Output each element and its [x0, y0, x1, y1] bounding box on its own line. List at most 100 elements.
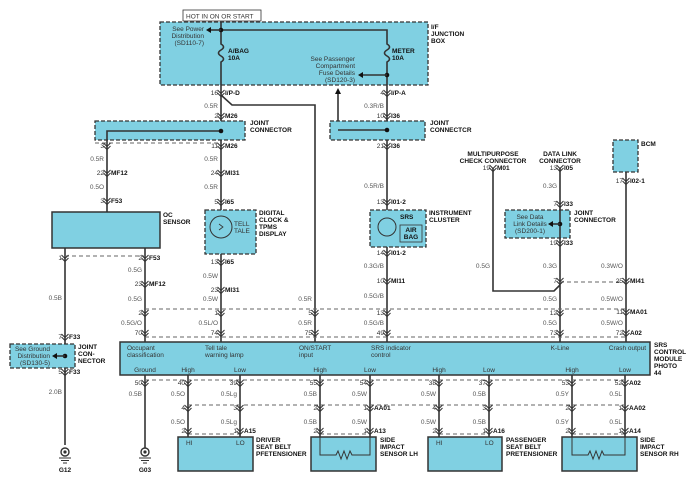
connector-pin-icon: [316, 404, 324, 413]
connector-pin-icon: [485, 379, 493, 388]
wire-color-label: 0.5R/B: [364, 183, 384, 190]
wire-color-label: 0.5R: [298, 296, 312, 303]
see-power-link[interactable]: See Power: [172, 26, 205, 33]
wire-color-label: 0.3G: [543, 183, 557, 190]
connector-pin-icon: [622, 177, 630, 186]
clock-title: DIGITAL: [259, 210, 285, 217]
mpc-title: MULTIPURPOSE: [467, 151, 519, 158]
module-pin-label: ON/START: [299, 345, 331, 352]
connector-id: A02: [630, 330, 642, 337]
connector-id: AA01: [374, 405, 391, 412]
pin-number: 1: [233, 428, 237, 435]
dlc-title: DATA LINK: [543, 151, 577, 158]
connector-pin-icon: [316, 427, 324, 436]
connector-id: F33: [69, 334, 81, 341]
pin-number: 53: [562, 380, 570, 387]
connector-id: I36: [391, 143, 400, 150]
connector-id: MI41: [630, 278, 645, 285]
resistor-icon: [571, 437, 626, 461]
fuse-abag: [217, 22, 225, 85]
wire-color-label: 0.5G: [543, 320, 557, 327]
pin-number: 40: [178, 380, 186, 387]
connector-pin-icon: [217, 286, 225, 295]
connector-id: M26: [225, 143, 238, 150]
pin-number: 1: [482, 428, 486, 435]
connector-pin-icon: [621, 404, 629, 413]
cluster-title: CLUSTER: [429, 217, 460, 224]
srs-module-photo[interactable]: PHOTO: [654, 363, 677, 370]
module-pin-label: Occupant: [127, 345, 155, 352]
module-pin-label: Low: [234, 367, 246, 374]
clock-title: TPMS: [259, 224, 278, 231]
connector-id: MI11: [391, 278, 405, 285]
wire-color-label: 0.5R: [204, 156, 218, 163]
wire-color-label: 0.3G/B: [364, 263, 384, 270]
module-pin-label: input: [299, 352, 313, 359]
see-passenger-link[interactable]: Compartment: [316, 63, 356, 70]
bcm-title: BCM: [641, 141, 656, 148]
pin-number: 3: [100, 143, 104, 150]
see-data-link-link[interactable]: See Data: [516, 214, 543, 221]
bcm: [612, 139, 639, 173]
joint-connector-title: CONNECTCR: [430, 127, 472, 134]
ground-icon: [59, 447, 71, 464]
wire-color-label: 0.5W/O: [601, 296, 623, 303]
see-ground-link[interactable]: (SD130-5): [20, 360, 50, 367]
module-pin-label: Crash output: [609, 345, 646, 352]
see-power-link[interactable]: Distribution: [171, 33, 204, 40]
pin-number: 1: [58, 255, 62, 262]
fuse-label: METER: [392, 48, 415, 55]
module-pin-label: High: [181, 367, 195, 374]
see-data-link-link[interactable]: (SD200-1): [515, 228, 545, 235]
connector-pin-icon: [485, 427, 493, 436]
pin-number: 5: [214, 199, 218, 206]
see-passenger-link[interactable]: See Passenger: [311, 56, 356, 63]
connector-id: I36: [391, 113, 400, 120]
pin-number: 4: [181, 405, 185, 412]
see-ground-link[interactable]: See Ground: [15, 346, 50, 353]
see-data-link-link[interactable]: Link Details: [513, 221, 547, 228]
ground-icon: [139, 447, 151, 464]
lamp-filament-icon: [218, 223, 224, 231]
side-impact-sensor-rh: [561, 436, 638, 472]
wire-color-label: 0.5R: [204, 184, 218, 191]
device-title: SEAT BELT: [256, 444, 291, 451]
joint-connector-title: CON-: [78, 351, 95, 358]
pin-number: 73: [550, 330, 558, 337]
connector-id: A15: [244, 428, 256, 435]
module-pin-label: warning lamp: [204, 352, 244, 359]
pin-number: 19: [483, 165, 491, 172]
connector-pin-icon: [366, 427, 374, 436]
module-pin-label: Low: [364, 367, 376, 374]
srs-module-photo[interactable]: 44: [654, 370, 662, 377]
connector-pin-icon: [311, 309, 319, 318]
see-power-link[interactable]: (SD110-7): [174, 40, 204, 47]
connector-pin-icon: [485, 404, 493, 413]
connector-pin-icon: [621, 427, 629, 436]
wire-color-label: 0.5W: [421, 391, 437, 398]
wire-color-label: 0.5R: [204, 103, 218, 110]
connector-id: A13: [374, 428, 386, 435]
splice-dot: [218, 128, 224, 134]
connector-pin-icon: [622, 308, 630, 317]
pin-number: 5: [308, 310, 312, 317]
joint-connector-title: JOINT: [250, 120, 269, 127]
see-passenger-link[interactable]: (SD120-3): [325, 77, 355, 84]
fuse-label: A/BAG: [228, 48, 249, 55]
junction-box-title: JUNCTION: [431, 31, 465, 38]
see-passenger-link[interactable]: Fuse Details: [319, 70, 356, 77]
pin-number: 2: [214, 113, 218, 120]
device-title: PFETENSIONER: [256, 451, 307, 458]
wire-color-label: 0.5R: [90, 156, 104, 163]
srs-module-title: CONTROL: [654, 349, 686, 356]
module-pin-label: SRS indicator: [371, 345, 412, 352]
joint-connector-title: NECTOR: [78, 358, 106, 365]
oc-sensor: [51, 211, 161, 249]
see-ground-link[interactable]: Distribution: [17, 353, 50, 360]
wire-oc-supply: [106, 130, 221, 212]
device-title: PRETENSIONER: [506, 451, 558, 458]
connector-id: MF12: [111, 170, 128, 177]
connector-id: I/P-A: [391, 90, 406, 97]
arrow-left-icon: [548, 221, 553, 227]
